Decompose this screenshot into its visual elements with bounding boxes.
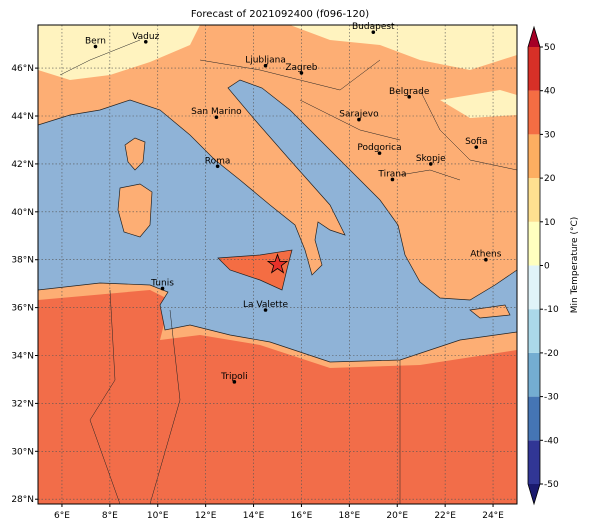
colorbar-bin	[528, 265, 540, 310]
colorbar-tick-label: 40	[544, 87, 556, 97]
warm-zone	[290, 25, 517, 70]
x-tick-label: 16°E	[291, 511, 313, 521]
x-tick-label: 10°E	[147, 511, 169, 521]
city-label: Budapest	[352, 22, 395, 32]
city-dot	[263, 63, 268, 68]
city-dot	[371, 30, 376, 34]
city-label: Ljubljana	[245, 56, 286, 66]
map-frame	[37, 24, 518, 505]
colorbar-bin	[528, 352, 540, 397]
colorbar-bin	[528, 221, 540, 266]
map-area	[38, 25, 517, 504]
y-tick-label: 46°N	[11, 64, 34, 74]
city-dot	[377, 151, 382, 155]
city-label: La Valette	[243, 300, 288, 310]
y-tick-label: 32°N	[11, 399, 34, 409]
city-label: Belgrade	[389, 87, 430, 97]
city-dot	[474, 145, 479, 149]
colorbar-bin	[528, 134, 540, 179]
city-dot	[428, 162, 433, 166]
colorbar-tick-label: -20	[544, 349, 559, 359]
colorbar-tick-label: 30	[544, 130, 556, 140]
city-label: Tirana	[377, 169, 406, 179]
sardinia	[117, 183, 153, 238]
city-dot	[484, 257, 488, 262]
city-label: Sofia	[465, 137, 487, 147]
city-dot	[232, 380, 237, 384]
forecast-marker	[266, 253, 289, 274]
x-tick-label: 8°E	[102, 511, 118, 521]
city-label: Tripoli	[220, 372, 248, 382]
city-dot	[215, 164, 220, 169]
warm-zone	[440, 90, 517, 118]
colorbar-bin	[528, 440, 540, 484]
y-tick-label: 30°N	[11, 447, 34, 457]
colorbar-tick-label: 20	[544, 174, 556, 184]
y-tick-label: 34°N	[11, 352, 34, 362]
city-label: San Marino	[191, 107, 242, 117]
city-dot	[357, 117, 361, 122]
colorbar-tick-label: 10	[544, 218, 556, 228]
x-tick-label: 18°E	[339, 511, 361, 521]
x-tick-label: 14°E	[243, 511, 265, 521]
colorbar-bin	[528, 396, 540, 441]
colorbar-tick-label: -50	[544, 480, 559, 490]
colorbar-bin	[528, 178, 540, 222]
city-label: Podgorica	[357, 143, 401, 153]
x-tick-label: 12°E	[195, 511, 217, 521]
colorbar-label: Min Temperature (°C)	[570, 217, 580, 314]
colorbar-under	[528, 484, 540, 504]
city-dot	[160, 286, 165, 291]
colorbar-bin	[528, 90, 540, 135]
y-tick-label: 36°N	[11, 304, 34, 314]
colorbar-over	[528, 27, 540, 47]
y-tick-label: 42°N	[11, 160, 34, 170]
city-label: Roma	[205, 156, 231, 166]
map-title: Forecast of 2021092400 (f096-120)	[191, 9, 369, 20]
crete	[469, 304, 511, 319]
city-label: Zagreb	[285, 63, 317, 73]
city-dot	[390, 177, 395, 182]
city-label: Vaduz	[132, 32, 159, 42]
city-dot	[299, 71, 304, 75]
city-label: Sarajevo	[339, 110, 379, 120]
x-tick-label: 6°E	[54, 511, 70, 521]
city-dot	[263, 308, 268, 312]
warm-zone	[38, 25, 200, 80]
colorbar-bin	[528, 47, 540, 91]
border	[59, 39, 517, 504]
city-dot	[407, 95, 412, 99]
colorbar-tick-label: -30	[544, 393, 559, 403]
city-dot	[93, 44, 98, 49]
y-tick-label: 38°N	[11, 256, 34, 266]
corsica	[124, 137, 146, 171]
y-tick-label: 44°N	[11, 112, 34, 122]
city-label: Tunis	[150, 278, 174, 288]
city-label: Skopje	[416, 154, 446, 164]
colorbar-tick-label: 50	[544, 43, 556, 53]
y-tick-label: 40°N	[11, 208, 34, 218]
city-label: Athens	[470, 250, 501, 260]
colorbar-tick-label: 0	[544, 262, 550, 272]
y-tick-label: 28°N	[11, 495, 34, 505]
x-tick-label: 24°E	[482, 511, 504, 521]
city-dot	[214, 115, 219, 120]
city-label: Bern	[85, 37, 106, 47]
city-dot	[143, 39, 148, 44]
x-tick-label: 20°E	[386, 511, 408, 521]
colorbar-tick-label: -10	[544, 305, 559, 315]
colorbar-tick-label: -40	[544, 436, 559, 446]
colorbar-bin	[528, 309, 540, 353]
x-tick-label: 22°E	[434, 511, 456, 521]
